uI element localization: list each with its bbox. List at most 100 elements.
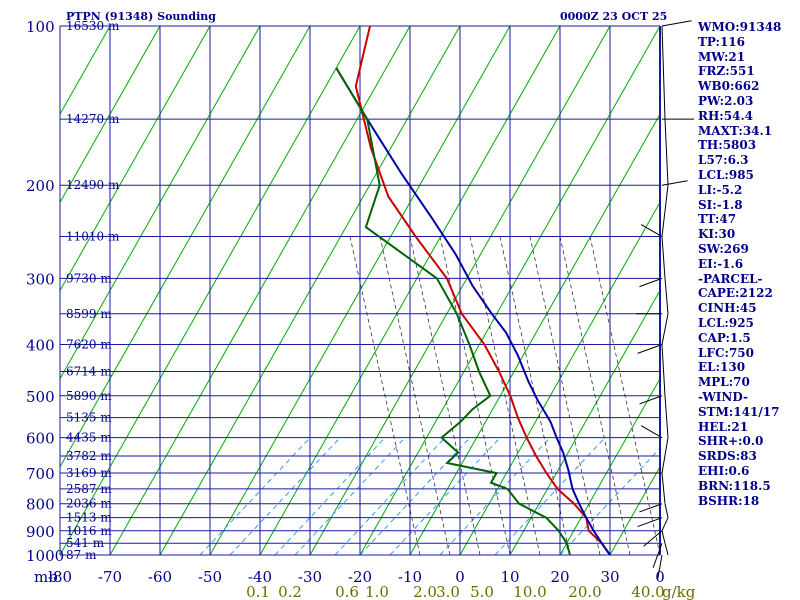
wind-profile-segment	[661, 236, 666, 279]
index-item: L57:6.3	[698, 153, 749, 168]
height-label: 3169 m	[66, 466, 112, 480]
wind-barb	[640, 224, 663, 237]
temperature-tick-label: -30	[298, 568, 322, 586]
sounding-series-line-2	[335, 67, 611, 555]
index-item: EI:-1.6	[698, 256, 744, 271]
wind-profile-segment	[661, 185, 669, 237]
wind-profile-segment	[661, 530, 666, 544]
height-label: 4435 m	[66, 431, 112, 445]
height-label: 1513 m	[66, 511, 112, 525]
temperature-tick-label: -80	[48, 568, 72, 586]
pressure-tick-label: 400	[26, 336, 55, 354]
wind-profile	[636, 20, 694, 579]
index-item: HEL:21	[698, 419, 749, 434]
height-label: 5890 m	[66, 389, 112, 403]
height-label: 1016 m	[66, 524, 112, 538]
index-item: TH:5803	[698, 138, 757, 153]
height-label: 8599 m	[66, 307, 112, 321]
index-item: MW:21	[698, 49, 746, 64]
pressure-tick-label: 1000	[26, 547, 64, 565]
x-axis-unit-label: mb	[34, 568, 58, 586]
index-item: LFC:750	[698, 345, 754, 360]
pressure-tick-label: 200	[26, 177, 55, 195]
chart-datetime: 0000Z 23 OCT 25	[560, 10, 667, 23]
pressure-tick-label: 800	[26, 496, 55, 514]
index-item: LCL:985	[698, 167, 754, 182]
mixing-ratio-line	[389, 437, 501, 555]
sounding-indices-panel: WMO:91348 TP:116 MW:21 FRZ:551 WB0:662 PW:2.0…	[698, 20, 798, 508]
index-item: CINH:45	[698, 301, 757, 316]
mixing-ratio-tick-label: 10.0	[513, 583, 546, 600]
height-label: 87 m	[66, 548, 97, 562]
temperature-tick-label: -10	[398, 568, 422, 586]
sounding-series	[335, 26, 611, 555]
temperature-tick-label: -70	[98, 568, 122, 586]
wind-barb	[639, 503, 663, 513]
mixing-ratio-unit-label: g/kg	[662, 583, 696, 600]
wind-profile-segment	[661, 437, 669, 474]
chart-title: PTPN (91348) Sounding	[66, 10, 216, 23]
temperature-tick-label: 20	[550, 568, 569, 586]
temperature-tick-label: -50	[198, 568, 222, 586]
index-item: LI:-5.2	[698, 182, 743, 197]
height-label: 2587 m	[66, 482, 112, 496]
index-item: BSHR:18	[698, 493, 760, 508]
wind-profile-segment	[664, 503, 669, 518]
wind-barb	[652, 543, 663, 568]
wind-profile-segment	[661, 517, 669, 532]
mixing-ratio-tick-label: 0.2	[278, 583, 302, 600]
height-label: 12490 m	[66, 178, 120, 192]
index-item: KI:30	[698, 227, 736, 242]
index-item: SI:-1.8	[698, 197, 743, 212]
index-item: LCL:925	[698, 315, 754, 330]
index-item: PW:2.03	[698, 93, 754, 108]
height-label: 2036 m	[66, 497, 112, 511]
wind-barb	[640, 425, 663, 439]
pressure-tick-label: 300	[26, 270, 55, 288]
pressure-grid	[59, 25, 661, 556]
mixing-ratio-line	[334, 437, 446, 555]
index-item: -PARCEL-	[698, 271, 763, 286]
height-label: 5135 m	[66, 411, 112, 425]
wind-barb	[637, 344, 663, 354]
mixing-ratio-line	[294, 437, 406, 555]
wind-barb	[661, 20, 692, 27]
mixing-ratio-tick-label: 2.0	[413, 583, 437, 600]
mixing-ratio-tick-label: 3.0	[436, 583, 460, 600]
isotherm-lines	[60, 26, 660, 555]
pressure-tick-label: 500	[26, 388, 55, 406]
pressure-tick-label: 100	[26, 18, 55, 36]
wind-profile-segment	[664, 395, 669, 438]
height-label: 16530 m	[66, 19, 120, 33]
height-label: 9730 m	[66, 271, 112, 285]
wind-profile-segment	[664, 543, 669, 556]
height-label: 14270 m	[66, 112, 120, 126]
index-item: WMO:91348	[698, 20, 782, 34]
wind-profile-segment	[661, 344, 666, 396]
wind-profile-segment	[661, 313, 669, 345]
temperature-tick-label: 30	[600, 568, 619, 586]
wind-barb	[657, 554, 663, 579]
sounding-series-line-3	[335, 67, 571, 555]
temperature-tick-label: -40	[248, 568, 272, 586]
wind-profile-segment	[664, 119, 669, 186]
mixing-ratio-tick-label: 20.0	[568, 583, 601, 600]
wind-profile-segment	[664, 278, 669, 314]
mixing-ratio-line	[494, 437, 606, 555]
index-item: WB0:662	[698, 79, 760, 94]
temperature-tick-label: -20	[348, 568, 372, 586]
wind-profile-segment	[661, 473, 666, 504]
mixing-ratio-tick-label: 0.1	[246, 583, 270, 600]
index-item: CAP:1.5	[698, 330, 751, 345]
pressure-tick-label: 900	[26, 523, 55, 541]
index-item: RH:54.4	[698, 108, 753, 123]
mixing-ratio-tick-label: 40.0	[631, 583, 664, 600]
wind-barb	[661, 180, 688, 186]
index-item: MPL:70	[698, 375, 750, 390]
index-item: SRDS:83	[698, 449, 757, 464]
mixing-ratio-tick-label: 0.6	[335, 583, 359, 600]
index-item: STM:141/17	[698, 404, 780, 419]
index-item: EL:130	[698, 360, 746, 375]
